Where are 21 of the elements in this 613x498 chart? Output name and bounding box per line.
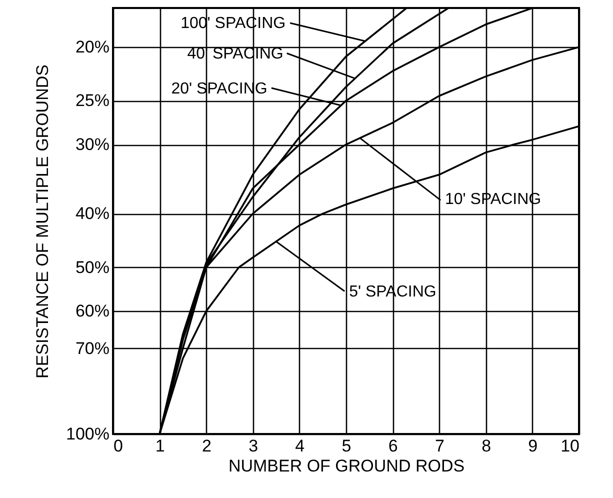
x-tick-label: 6: [388, 436, 398, 456]
x-tick-label: 5: [342, 436, 352, 456]
y-tick-label: 60%: [75, 302, 110, 321]
x-tick-label: 0: [114, 436, 123, 456]
x-tick-label: 10: [560, 436, 580, 456]
x-tick-label: 2: [202, 436, 212, 456]
x-tick-label: 9: [528, 436, 538, 456]
x-axis-title: NUMBER OF GROUND RODS: [228, 456, 465, 476]
y-axis-title: RESISTANCE OF MULTIPLE GROUNDS: [33, 64, 52, 378]
y-tick-label: 50%: [75, 258, 110, 277]
y-tick-label: 100%: [66, 424, 110, 444]
y-tick-label: 30%: [75, 135, 110, 154]
y-tick-label: 70%: [75, 338, 110, 358]
y-tick-label: 20%: [75, 38, 110, 57]
y-tick-label: 25%: [75, 91, 110, 110]
x-tick-label: 8: [482, 436, 492, 456]
x-tick-label: 4: [295, 436, 305, 456]
x-tick-label: 3: [248, 436, 258, 456]
x-tick-label: 1: [155, 436, 165, 456]
x-tick-label: 7: [434, 436, 444, 456]
y-tick-label: 40%: [75, 204, 110, 224]
